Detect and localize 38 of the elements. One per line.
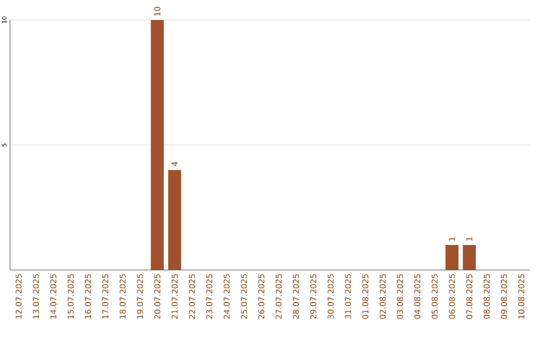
x-tick-label: 09.08.2025	[500, 274, 508, 319]
x-tick-label: 19.07.2025	[136, 274, 144, 318]
x-tick-label: 16.07.2025	[84, 274, 92, 318]
data-label: 10	[154, 6, 160, 16]
x-tick-label: 02.08.2025	[380, 274, 386, 319]
x-tick-label: 24.07.2025	[224, 274, 230, 319]
data-label: 1	[449, 237, 455, 241]
x-tick-label: 25.07.2025	[240, 274, 248, 319]
x-tick-label: 01.08.2025	[362, 274, 368, 319]
x-tick-label: 08.08.2025	[484, 274, 490, 319]
x-tick-label: 13.07.2025	[32, 274, 40, 318]
x-tick-label: 07.08.2025	[466, 274, 472, 319]
bar	[462, 245, 476, 270]
x-tick-label: 04.08.2025	[414, 274, 420, 319]
bar	[168, 170, 182, 270]
x-tick-label: 12.07.2025	[16, 274, 22, 318]
x-tick-label: 21.07.2025	[172, 274, 178, 319]
bar	[446, 245, 459, 270]
x-tick-label: 18.07.2025	[120, 274, 126, 318]
x-tick-label: 31.07.2025	[344, 274, 352, 319]
x-tick-label: 23.07.2025	[206, 274, 212, 319]
data-label: 1	[466, 237, 472, 241]
x-tick-label: 22.07.2025	[188, 274, 196, 319]
x-tick-label: 20.07.2025	[154, 274, 160, 319]
x-tick-label: 03.08.2025	[396, 274, 404, 319]
x-tick-label: 26.07.2025	[258, 274, 264, 319]
x-tick-label: 28.07.2025	[292, 274, 300, 319]
x-tick-label: 15.07.2025	[68, 274, 74, 318]
x-tick-label: 27.07.2025	[276, 274, 282, 319]
x-tick-label: 29.07.2025	[310, 274, 316, 319]
bar	[150, 20, 164, 270]
data-label: 4	[172, 162, 178, 166]
x-tick-label: 10.08.2025	[518, 274, 524, 318]
x-tick-label: 17.07.2025	[102, 274, 108, 318]
x-tick-label: 14.07.2025	[50, 274, 56, 318]
x-tick-label: 06.08.2025	[448, 274, 456, 319]
x-tick-label: 30.07.2025	[328, 274, 334, 319]
x-tick-label: 05.08.2025	[432, 274, 438, 319]
